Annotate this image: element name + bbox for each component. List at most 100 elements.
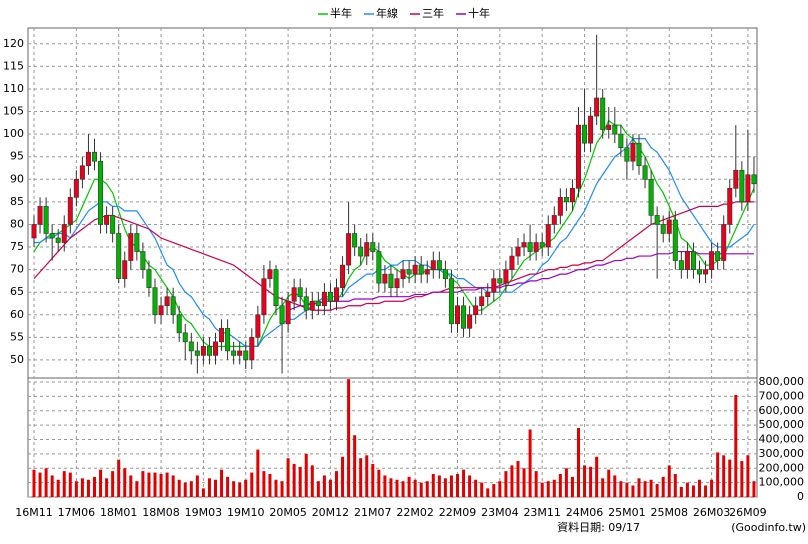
candle-body: [491, 278, 497, 293]
volume-bar: [153, 472, 157, 497]
volume-bar: [522, 468, 526, 497]
y2-tick-label: 200,000: [759, 461, 805, 474]
volume-bar: [504, 471, 508, 497]
candle-body: [104, 215, 110, 225]
volume-bar: [280, 481, 284, 497]
x-tick-label: 22M02: [396, 506, 434, 519]
x-tick-label: 17M06: [58, 506, 96, 519]
volume-bar: [207, 478, 211, 497]
candle-body: [370, 242, 376, 252]
volume-bar: [377, 469, 381, 497]
volume-bar: [589, 466, 593, 497]
x-tick-label: 19M10: [227, 506, 265, 519]
candle-body: [418, 264, 424, 275]
volume-bar: [250, 472, 254, 497]
volume-bar: [111, 471, 115, 497]
candle-body: [273, 269, 279, 307]
volume-bar: [74, 481, 78, 497]
volume-bar: [570, 476, 574, 497]
candle-body: [194, 350, 200, 356]
volume-bar: [256, 449, 260, 497]
candle-body: [267, 269, 273, 279]
volume-bar: [601, 478, 605, 497]
candle-body: [364, 242, 370, 257]
candle-body: [721, 224, 727, 261]
volume-bar: [32, 469, 36, 497]
y-tick-label: 120: [3, 37, 24, 50]
candle-body: [346, 233, 352, 266]
candle-body: [654, 215, 660, 225]
candle-body: [388, 273, 394, 288]
volume-bar: [655, 484, 659, 497]
x-tick-label: 25M08: [651, 506, 689, 519]
candle-body: [128, 233, 134, 261]
candle-body: [321, 291, 327, 307]
candle-body: [291, 287, 297, 302]
candle-body: [739, 169, 745, 203]
y-tick-label: 105: [3, 105, 24, 118]
volume-bar: [583, 465, 587, 497]
volume-bar: [62, 471, 66, 497]
candle-body: [551, 215, 557, 225]
candle-body: [261, 278, 267, 316]
volume-bar: [528, 429, 532, 497]
candle-body: [116, 233, 122, 279]
x-tick-label: 22M09: [439, 506, 477, 519]
candle-body: [146, 269, 152, 288]
candle-body: [122, 260, 128, 279]
x-tick-label: 20M05: [269, 506, 307, 519]
y2-tick-label: 300,000: [759, 447, 805, 460]
y-tick-label: 75: [10, 240, 24, 253]
legend-label: 三年: [422, 6, 444, 20]
volume-bar: [595, 456, 599, 497]
volume-bar: [558, 474, 562, 497]
candle-body: [61, 224, 67, 243]
candle-body: [600, 97, 606, 130]
volume-bar: [322, 475, 326, 497]
volume-bar: [607, 469, 611, 497]
candle-body: [79, 165, 85, 180]
candle-body: [660, 224, 666, 234]
volume-bar: [564, 468, 568, 497]
y-tick-label: 55: [10, 330, 24, 343]
candle-body: [340, 264, 346, 288]
candle-body: [539, 242, 545, 248]
candle-body: [200, 346, 206, 356]
volume-bar: [643, 481, 647, 497]
volume-bar: [552, 479, 556, 497]
volume-bar: [679, 486, 683, 497]
volume-bar: [691, 485, 695, 497]
footer-source: (Goodinfo.tw): [731, 521, 806, 534]
candle-body: [575, 124, 581, 189]
candle-body: [406, 269, 412, 275]
volume-bar: [262, 471, 266, 497]
volume-bar: [99, 469, 103, 497]
y2-tick-label: 400,000: [759, 433, 805, 446]
candle-body: [521, 242, 527, 248]
volume-bar: [704, 485, 708, 497]
volume-bar: [631, 485, 635, 497]
volume-bar: [353, 435, 357, 497]
candle-body: [67, 197, 73, 225]
volume-bar: [123, 468, 127, 497]
y-tick-label: 65: [10, 285, 24, 298]
candle-body: [448, 278, 454, 325]
volume-bar: [135, 481, 139, 497]
candle-body: [237, 350, 243, 356]
candle-body: [182, 332, 188, 343]
x-tick-label: 24M06: [566, 506, 604, 519]
volume-bar: [577, 428, 580, 497]
candle-body: [696, 269, 702, 275]
volume-bar: [328, 479, 332, 497]
candle-body: [557, 197, 563, 216]
candle-body: [454, 305, 460, 325]
candle-body: [170, 296, 176, 316]
x-tick-label: 20M12: [312, 506, 350, 519]
candle-body: [533, 242, 539, 252]
candle-body: [545, 224, 551, 248]
volume-bar: [341, 456, 345, 497]
candle-body: [569, 188, 575, 203]
volume-bar: [449, 475, 453, 497]
y-tick-label: 90: [10, 172, 24, 185]
candle-body: [672, 219, 678, 261]
